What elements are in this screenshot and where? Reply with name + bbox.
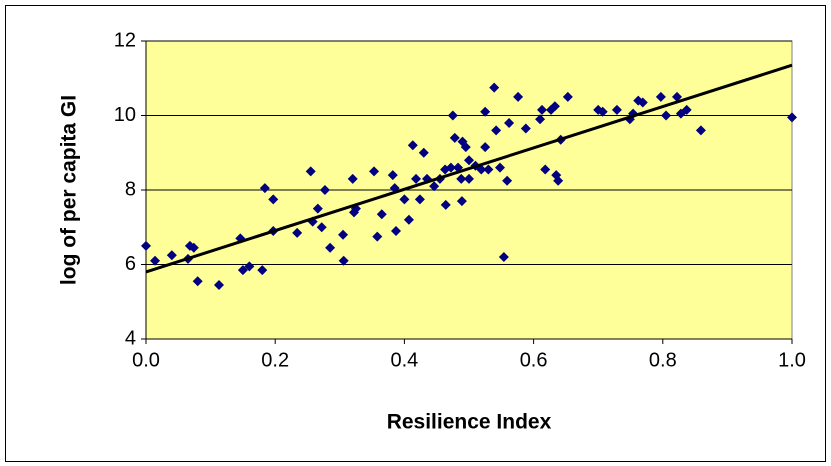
data-point [305, 166, 316, 177]
data-point [483, 164, 494, 175]
data-point [192, 276, 203, 287]
data-point [338, 255, 349, 266]
data-point [319, 185, 330, 195]
data-point [188, 242, 199, 253]
data-point [655, 91, 666, 102]
data-point [325, 242, 336, 253]
data-point [695, 125, 706, 136]
data-point [338, 229, 349, 240]
y-tick-label: 10 [114, 104, 136, 126]
data-point [449, 132, 460, 143]
data-point [150, 255, 161, 266]
y-tick-label: 4 [125, 327, 136, 349]
data-point [480, 106, 491, 117]
data-point [540, 164, 551, 175]
x-tick-label: 1.0 [778, 349, 806, 371]
data-point [166, 250, 177, 261]
data-point [672, 91, 683, 102]
x-tick-label: 0.8 [649, 349, 677, 371]
data-point [495, 162, 506, 173]
data-point [403, 214, 414, 225]
data-point [372, 231, 383, 242]
data-point [460, 142, 471, 153]
data-point [504, 117, 515, 128]
data-point [681, 104, 692, 115]
data-point [141, 240, 151, 251]
data-point [312, 203, 323, 214]
data-point [513, 91, 524, 102]
data-point [316, 222, 327, 233]
data-point [553, 175, 564, 186]
data-point [549, 101, 560, 112]
data-point [498, 252, 509, 263]
data-point [244, 261, 255, 272]
data-point [456, 196, 467, 207]
data-point [213, 279, 224, 290]
data-point [480, 142, 491, 153]
trend-line [145, 63, 793, 274]
data-point [418, 147, 429, 158]
x-tick-label: 0.4 [390, 349, 418, 371]
data-point [414, 194, 425, 205]
data-point [597, 106, 608, 117]
data-point [257, 265, 268, 276]
data-point [464, 155, 474, 166]
y-tick-label: 8 [125, 178, 136, 200]
data-point [661, 110, 672, 121]
data-point [391, 225, 402, 236]
data-point [562, 91, 573, 102]
x-axis-title: Resilience Index [387, 411, 552, 434]
data-point [292, 227, 303, 238]
data-point [520, 123, 531, 134]
data-point [411, 173, 422, 184]
data-point [445, 162, 456, 173]
data-point [407, 140, 418, 151]
data-point [502, 175, 513, 186]
x-tick-label: 0.2 [261, 349, 289, 371]
data-point [637, 97, 648, 108]
data-point [611, 104, 622, 115]
data-point [369, 166, 380, 177]
data-point [787, 112, 797, 123]
data-point [347, 173, 358, 184]
data-point [259, 183, 270, 194]
data-point [387, 170, 398, 181]
data-point [535, 114, 546, 125]
data-point [464, 173, 474, 184]
data-point [456, 173, 467, 184]
data-point [237, 265, 248, 276]
data-point [429, 181, 440, 192]
data-point [491, 125, 502, 136]
data-point [447, 110, 458, 121]
data-point [399, 194, 410, 205]
data-point [440, 199, 451, 210]
x-tick-label: 0.6 [520, 349, 548, 371]
y-tick-label: 12 [114, 29, 136, 51]
data-point [268, 194, 279, 205]
data-point [489, 82, 500, 93]
y-tick-label: 6 [125, 253, 136, 275]
data-point [536, 104, 547, 115]
data-point [376, 209, 387, 220]
x-tick-label: 0.0 [132, 349, 160, 371]
y-axis-title: log of per capita GI [58, 95, 81, 285]
